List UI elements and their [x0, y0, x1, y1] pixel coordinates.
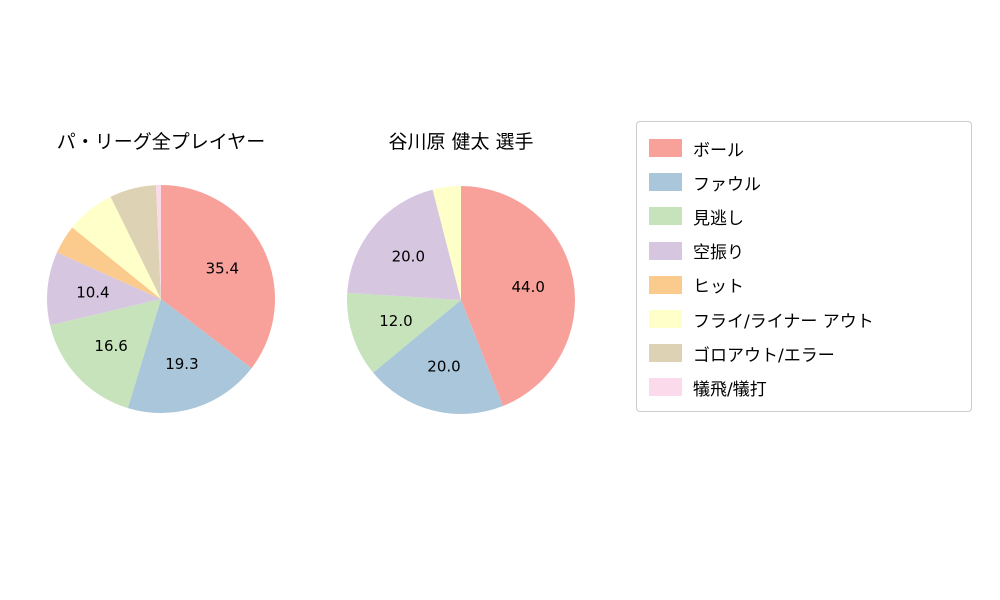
pie-slice — [50, 299, 161, 409]
legend-swatch — [649, 378, 682, 397]
legend-label: ヒット — [693, 277, 744, 298]
legend-swatch — [649, 173, 682, 192]
legend-item: 犠飛/犠打 — [649, 370, 971, 404]
legend-swatch — [649, 275, 682, 294]
pie-value-label: 44.0 — [511, 278, 544, 296]
pie-value-label: 12.0 — [379, 312, 412, 330]
pie-slice — [161, 185, 275, 369]
pie-value-label: 10.4 — [76, 284, 109, 302]
pie-slice — [72, 196, 161, 299]
legend-label: ボール — [693, 140, 744, 161]
legend-swatch — [649, 207, 682, 226]
pie-svg-1: 44.0 20.0 12.0 20.0 — [347, 186, 575, 414]
pie-title-player: 谷川原 健太 選手 — [388, 131, 534, 153]
legend-item: ヒット — [649, 268, 971, 302]
legend-label: 見逃し — [693, 208, 744, 229]
legend-item: ゴロアウト/エラー — [649, 336, 971, 370]
pie-value-label: 19.3 — [165, 355, 198, 373]
legend-item: 見逃し — [649, 199, 971, 233]
pie-slice — [347, 292, 461, 373]
legend-label: ファウル — [693, 174, 761, 195]
legend: ボールファウル見逃し空振りヒットフライ/ライナー アウト ゴロアウト/エラー 犠飛/… — [636, 121, 972, 412]
legend-label: 犠飛/犠打 — [693, 379, 767, 400]
pie-value-label: 16.6 — [94, 337, 127, 355]
legend-swatch — [649, 241, 682, 260]
legend-item: 空振り — [649, 234, 971, 268]
pie-title-league: パ・リーグ全プレイヤー — [56, 131, 266, 153]
pie-value-label: 20.0 — [427, 357, 460, 375]
pie-svg-0: 35.4 19.3 16.6 10.4 — [47, 185, 275, 413]
legend-label: ゴロアウト/エラー — [693, 345, 835, 366]
pie-value-label: 35.4 — [206, 260, 239, 278]
pie-slice — [432, 186, 461, 300]
pie-slice — [110, 185, 161, 299]
pie-slice — [56, 227, 162, 299]
legend-label: フライ/ライナー アウト — [693, 311, 874, 332]
pie-value-label: 20.0 — [392, 247, 425, 265]
legend-swatch — [649, 310, 682, 329]
legend-item: フライ/ライナー アウト — [649, 302, 971, 336]
pie-slice — [127, 299, 252, 413]
pie-slice — [347, 189, 461, 300]
pie-slice — [461, 186, 575, 406]
legend-label: 空振り — [693, 243, 744, 264]
legend-item: ファウル — [649, 165, 971, 199]
pie-slice — [155, 185, 161, 299]
legend-list: ボールファウル見逃し空振りヒットフライ/ライナー アウト ゴロアウト/エラー 犠飛/… — [649, 131, 971, 405]
legend-item: ボール — [649, 131, 971, 165]
legend-swatch — [649, 344, 682, 363]
legend-swatch — [649, 139, 682, 158]
pie-slice — [373, 300, 503, 414]
pie-slice — [47, 252, 162, 326]
